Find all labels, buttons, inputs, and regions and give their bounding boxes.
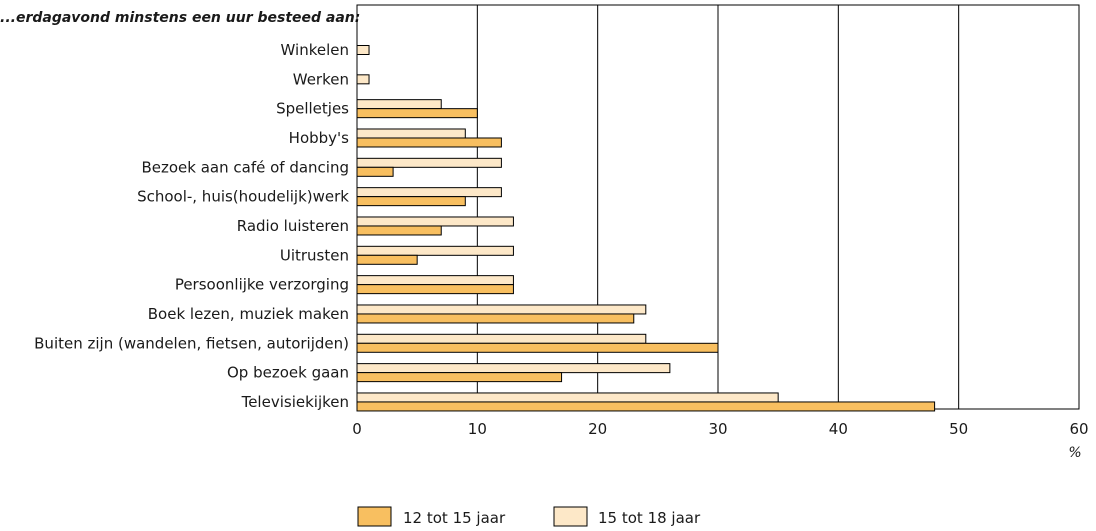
category-label: Werken — [293, 70, 349, 88]
bar-12-15-9 — [356, 313, 635, 324]
bar-12-15-6 — [356, 225, 442, 236]
bar-12-15-12 — [356, 401, 936, 412]
bar-12-15-5 — [356, 196, 466, 207]
chart-caption: ...erdagavond minstens een uur besteed a… — [0, 10, 360, 26]
bar-15-18-2 — [356, 99, 442, 110]
bar-12-15-7 — [356, 254, 418, 265]
category-label: Uitrusten — [280, 246, 349, 264]
x-tick-label: 0 — [352, 420, 362, 438]
bar-15-18-7 — [356, 245, 514, 256]
bar-15-18-12 — [356, 392, 779, 403]
x-axis-unit-label: % — [1068, 445, 1081, 461]
bar-15-18-11 — [356, 363, 671, 374]
x-tick-label: 30 — [708, 420, 727, 438]
bar-12-15-4 — [356, 166, 394, 177]
bar-12-15-8 — [356, 284, 514, 295]
bar-15-18-3 — [356, 128, 466, 139]
category-label: Winkelen — [281, 41, 349, 59]
bar-12-15-11 — [356, 372, 563, 383]
category-label: Buiten zijn (wandelen, fietsen, autorijd… — [34, 334, 349, 352]
bar-15-18-1 — [356, 74, 370, 85]
x-tick-label: 40 — [829, 420, 848, 438]
bar-15-18-6 — [356, 216, 514, 227]
bar-15-18-0 — [356, 45, 370, 55]
category-label: Bezoek aan café of dancing — [141, 158, 349, 176]
bar-15-18-10 — [356, 333, 647, 344]
category-label: Televisiekijken — [241, 393, 349, 411]
legend-label: 15 tot 18 jaar — [598, 509, 701, 527]
category-label: Op bezoek gaan — [227, 364, 349, 382]
category-label: Spelletjes — [276, 100, 349, 118]
legend-label: 12 tot 15 jaar — [403, 509, 506, 527]
x-tick-label: 50 — [949, 420, 968, 438]
bar-15-18-9 — [356, 304, 647, 315]
bar-12-15-2 — [356, 108, 478, 119]
bar-12-15-10 — [356, 342, 719, 353]
bar-15-18-5 — [356, 187, 502, 198]
bar-15-18-8 — [356, 275, 514, 286]
x-tick-label: 60 — [1069, 420, 1088, 438]
legend-swatch — [553, 506, 588, 527]
category-label: Boek lezen, muziek maken — [148, 305, 349, 323]
legend-swatch — [357, 506, 392, 527]
x-tick-label: 10 — [468, 420, 487, 438]
x-tick-label: 20 — [588, 420, 607, 438]
category-label: Hobby's — [289, 129, 350, 147]
category-label: Persoonlijke verzorging — [175, 276, 349, 294]
bar-15-18-4 — [356, 157, 502, 168]
category-label: School-, huis(houdelijk)werk — [137, 188, 349, 206]
category-label: Radio luisteren — [237, 217, 349, 235]
bar-12-15-3 — [356, 137, 502, 148]
